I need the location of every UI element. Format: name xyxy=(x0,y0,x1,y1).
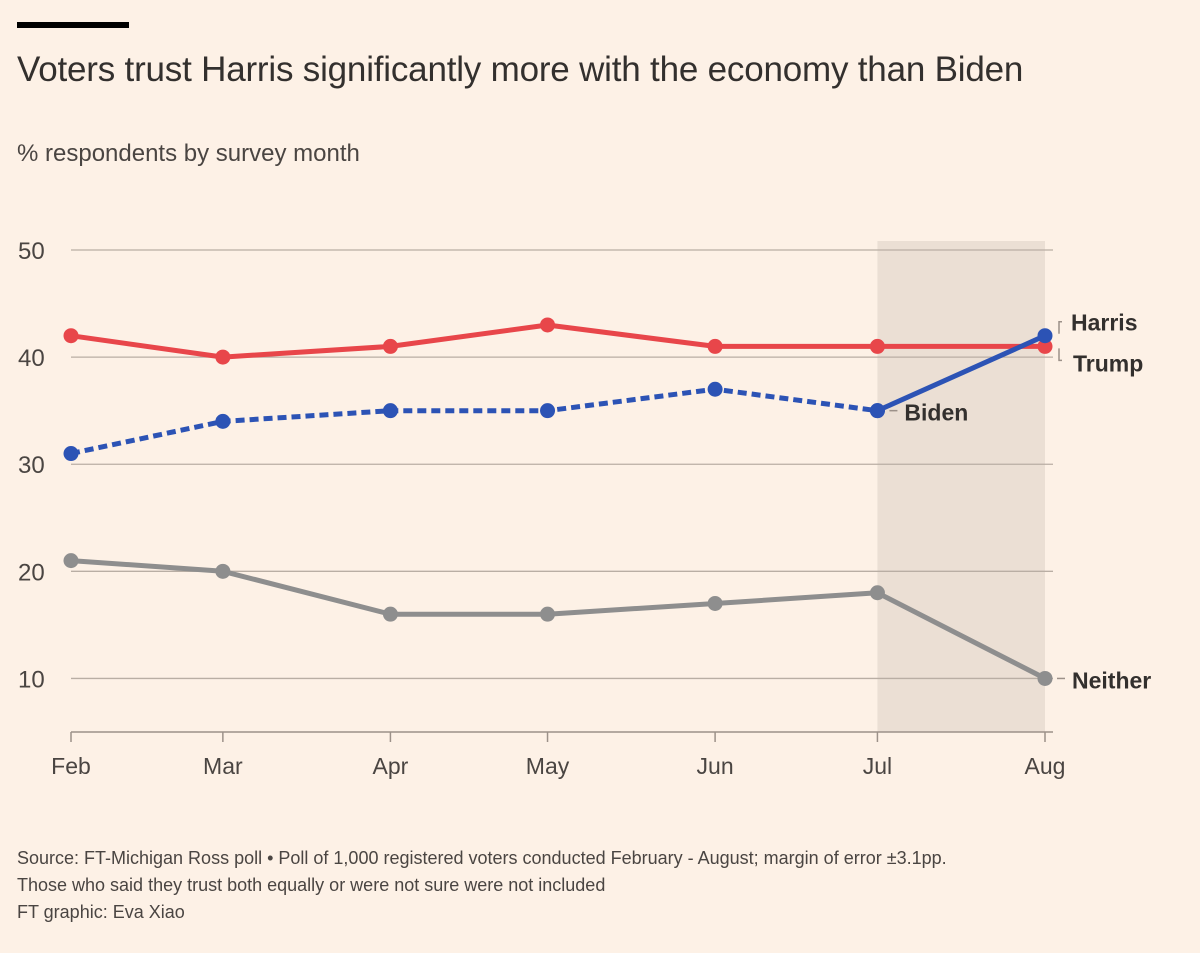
x-tick-label: Jun xyxy=(697,753,734,779)
data-point-biden xyxy=(707,381,723,397)
data-point-harris xyxy=(869,403,885,419)
exclusion-note: Those who said they trust both equally o… xyxy=(17,875,606,895)
chart-footer: Source: FT-Michigan Ross poll • Poll of … xyxy=(17,845,947,926)
graphic-credit: FT graphic: Eva Xiao xyxy=(17,902,185,922)
trump-label-leader xyxy=(1058,348,1062,362)
data-point-neither xyxy=(869,585,885,601)
data-point-neither xyxy=(707,595,723,611)
harris-label-leader xyxy=(1058,320,1062,334)
series-line-harris xyxy=(876,333,1047,413)
data-point-trump xyxy=(215,349,231,365)
highlight-band xyxy=(877,241,1045,732)
series-label-trump: Trump xyxy=(1073,350,1143,376)
data-point-harris xyxy=(1037,328,1053,344)
series-line-biden xyxy=(70,386,878,456)
source-note: Source: FT-Michigan Ross poll • Poll of … xyxy=(17,848,947,868)
series-label-harris: Harris xyxy=(1071,310,1137,336)
chart-subtitle: % respondents by survey month xyxy=(17,140,360,167)
ft-top-rule xyxy=(17,22,129,28)
x-tick-label: Aug xyxy=(1025,753,1066,779)
x-tick-label: May xyxy=(526,753,570,779)
y-tick-label: 50 xyxy=(18,238,45,265)
data-point-trump xyxy=(63,328,79,344)
data-point-biden xyxy=(63,446,79,462)
data-point-trump xyxy=(540,317,556,333)
data-point-biden xyxy=(382,403,398,419)
y-tick-label: 30 xyxy=(18,452,45,479)
data-point-trump xyxy=(707,338,723,354)
x-tick-label: Apr xyxy=(373,753,409,779)
series-label-neither: Neither xyxy=(1072,667,1151,693)
line-chart: 10 20 30 40 50 Feb Mar Apr May Jun Jul Aug Harris Tru… xyxy=(18,238,1151,779)
data-point-neither xyxy=(540,606,556,622)
data-point-trump xyxy=(869,338,885,354)
data-point-biden xyxy=(215,413,231,429)
data-point-biden xyxy=(540,403,556,419)
y-tick-label: 40 xyxy=(18,345,45,372)
chart-title: Voters trust Harris significantly more w… xyxy=(17,50,1024,89)
series-label-biden: Biden xyxy=(904,400,968,426)
data-point-neither xyxy=(215,563,231,579)
data-point-neither xyxy=(63,553,79,569)
data-point-neither xyxy=(1037,670,1053,686)
x-tick-label: Mar xyxy=(203,753,243,779)
y-tick-label: 20 xyxy=(18,559,45,586)
x-tick-label: Jul xyxy=(863,753,892,779)
data-point-neither xyxy=(382,606,398,622)
data-point-trump xyxy=(1037,338,1053,354)
y-tick-label: 10 xyxy=(18,666,45,693)
data-point-trump xyxy=(382,338,398,354)
x-tick-label: Feb xyxy=(51,753,91,779)
